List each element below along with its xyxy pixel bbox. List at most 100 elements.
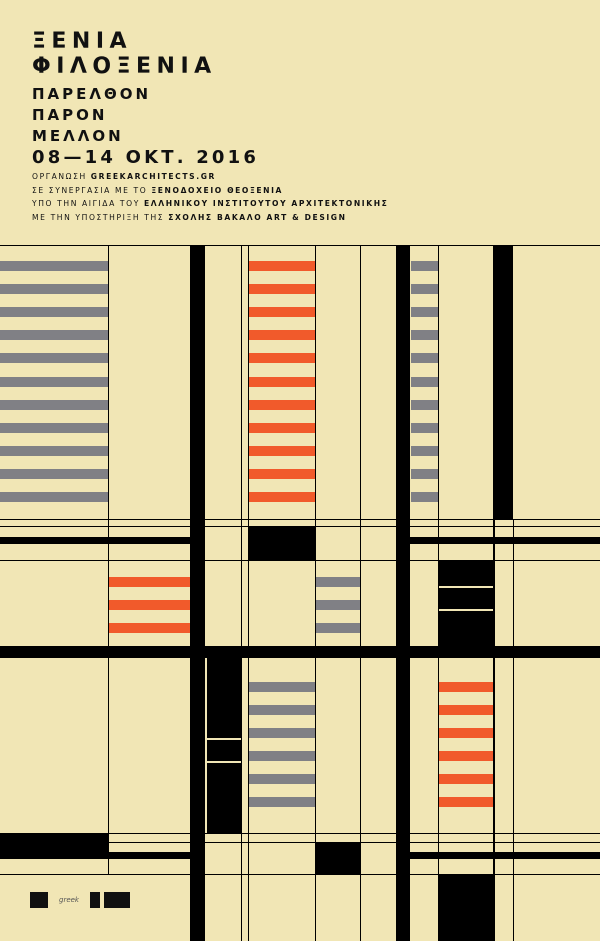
grid-line-vertical	[240, 245, 242, 941]
gray-stripe	[411, 376, 438, 387]
logo-greek-architects: greek	[59, 896, 79, 904]
block-divider	[438, 586, 493, 588]
orange-stripe	[249, 492, 315, 502]
gray-stripe	[0, 284, 108, 295]
gray-stripe	[249, 728, 315, 738]
credit-name: ΕΛΛΗΝΙΚΟΥ ΙΝΣΤΙΤΟΥΤΟΥ ΑΡΧΙΤΕΚΤΟΝΙΚΗΣ	[143, 199, 389, 208]
grid-line-vertical	[247, 245, 249, 941]
black-block	[315, 842, 360, 874]
credit-prefix: ΜΕ ΤΗΝ ΥΠΟΣΤΗΡΙΞΗ ΤΗΣ	[32, 212, 165, 222]
orange-stripe	[439, 682, 493, 692]
credit-name: ΣΧΟΛΗΣ ΒΑΚΑΛΟ ART & DESIGN	[168, 212, 347, 222]
thick-bar-horizontal	[0, 537, 190, 544]
thick-bar-horizontal	[0, 852, 190, 859]
subtitle-past: ΠΑΡΕΛΘΟΝ	[32, 85, 152, 103]
credit-prefix: ΟΡΓΑΝΩΣΗ	[32, 172, 87, 181]
gray-stripe	[411, 261, 438, 271]
gray-stripe	[411, 492, 438, 502]
orange-stripe	[249, 468, 315, 479]
orange-stripe	[439, 751, 493, 761]
gray-stripe	[411, 353, 438, 364]
orange-stripe	[249, 422, 315, 433]
orange-stripe	[249, 307, 315, 318]
grid-line-vertical	[107, 245, 109, 941]
black-block	[438, 560, 493, 646]
gray-stripe	[249, 797, 315, 807]
gray-stripe	[0, 353, 108, 364]
gray-stripe	[0, 261, 108, 271]
gray-stripe	[316, 600, 360, 610]
gray-stripe	[316, 577, 360, 587]
gray-stripe	[0, 422, 108, 433]
thick-bar-horizontal	[0, 646, 600, 658]
gray-stripe	[0, 492, 108, 502]
thick-bar-vertical	[493, 245, 513, 519]
black-block	[248, 526, 315, 560]
gray-stripe	[0, 399, 108, 410]
credit-name: ΞΕΝΟΔΟΧΕΙΟ ΘΕΟΞΕΝΙΑ	[151, 185, 284, 195]
block-divider	[207, 761, 241, 763]
gray-stripe	[0, 445, 108, 456]
grid-line-horizontal	[0, 873, 600, 875]
orange-stripe	[439, 797, 493, 807]
gray-stripe	[411, 445, 438, 456]
gray-stripe	[411, 468, 438, 479]
subtitle-future: ΜΕΛΛΟΝ	[32, 127, 124, 145]
grid-line-vertical	[359, 245, 361, 941]
gray-stripe	[0, 330, 108, 341]
orange-stripe	[439, 774, 493, 784]
title-line-1: ΞΕΝΙΑ	[32, 29, 133, 54]
grid-line-vertical	[314, 245, 316, 941]
gray-stripe	[411, 422, 438, 433]
orange-stripe	[109, 577, 190, 587]
grid-line-vertical	[493, 519, 495, 941]
black-block	[438, 874, 493, 941]
sponsor-logos: greek	[30, 892, 162, 908]
gray-stripe	[316, 623, 360, 633]
orange-stripe	[249, 399, 315, 410]
gray-stripe	[249, 751, 315, 761]
gray-stripe	[0, 376, 108, 387]
gray-stripe	[249, 682, 315, 692]
orange-stripe	[249, 353, 315, 364]
grid-line-horizontal	[0, 559, 600, 561]
gray-stripe	[411, 284, 438, 295]
credits: ΟΡΓΑΝΩΣΗ GREEKARCHITECTS.GR ΣΕ ΣΥΝΕΡΓΑΣΙ…	[32, 170, 388, 224]
thick-bar-horizontal	[410, 852, 600, 859]
gray-stripe	[411, 330, 438, 341]
orange-stripe	[249, 284, 315, 295]
logo-theoxenia	[134, 892, 162, 908]
credit-partner: ΣΕ ΣΥΝΕΡΓΑΣΙΑ ΜΕ ΤΟ ΞΕΝΟΔΟΧΕΙΟ ΘΕΟΞΕΝΙΑ	[32, 184, 388, 198]
title-line-2: ΦΙΛΟΞΕΝΙΑ	[32, 54, 217, 79]
logo-area	[0, 875, 190, 941]
grid-line-horizontal	[0, 525, 600, 527]
orange-stripe	[249, 376, 315, 387]
orange-stripe	[109, 623, 190, 633]
grid-line-horizontal	[0, 832, 600, 834]
grid-line-horizontal	[0, 518, 600, 520]
event-date: 08—14 ΟΚΤ. 2016	[32, 147, 260, 168]
logo-vakalo-mark	[90, 892, 100, 908]
gray-stripe	[411, 399, 438, 410]
credit-prefix: ΥΠΟ ΤΗΝ ΑΙΓΙΔΑ ΤΟΥ	[32, 199, 140, 208]
thick-bar-vertical	[396, 245, 410, 941]
credit-name: GREEKARCHITECTS.GR	[90, 172, 216, 181]
block-divider	[207, 738, 241, 740]
orange-stripe	[439, 705, 493, 715]
gray-stripe	[0, 468, 108, 479]
black-block	[207, 658, 241, 834]
orange-stripe	[249, 261, 315, 271]
subtitle-present: ΠΑΡΟΝ	[32, 106, 108, 124]
credit-support: ΜΕ ΤΗΝ ΥΠΟΣΤΗΡΙΞΗ ΤΗΣ ΣΧΟΛΗΣ ΒΑΚΑΛΟ ART …	[32, 211, 388, 225]
orange-stripe	[249, 330, 315, 341]
grid-line-vertical	[437, 245, 439, 941]
grid-line-horizontal	[0, 841, 600, 843]
orange-stripe	[249, 445, 315, 456]
credit-auspices: ΥΠΟ ΤΗΝ ΑΙΓΙΔΑ ΤΟΥ ΕΛΛΗΝΙΚΟΥ ΙΝΣΤΙΤΟΥΤΟΥ…	[32, 197, 388, 211]
block-divider	[438, 609, 493, 611]
thick-bar-horizontal	[410, 537, 600, 544]
logo-eia	[30, 892, 48, 908]
gray-stripe	[411, 307, 438, 318]
logo-vakalo	[104, 892, 130, 908]
grid-line-horizontal	[0, 244, 600, 246]
